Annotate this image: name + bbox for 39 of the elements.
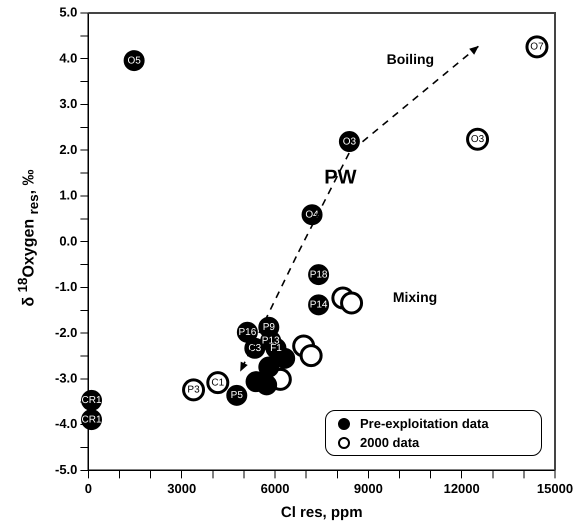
y-tick-label: -2.0 xyxy=(54,324,78,340)
annotation: Mixing xyxy=(392,288,438,305)
y-tick-label: -3.0 xyxy=(54,370,78,386)
x-tick-label: 0 xyxy=(84,480,92,496)
point xyxy=(300,344,323,368)
y-tick-label: 0.0 xyxy=(59,233,78,248)
y-tick-label: 2.0 xyxy=(59,142,78,157)
annotation: C3 xyxy=(248,343,262,354)
annotation: CR1 xyxy=(82,414,102,426)
annotation: O3 xyxy=(470,134,485,145)
legend-label: 2000 data xyxy=(360,435,420,450)
annotation: P9 xyxy=(262,322,276,333)
annotation: O7 xyxy=(530,42,544,53)
x-tick-label: 15000 xyxy=(536,480,574,496)
annotation: O3 xyxy=(342,136,356,148)
y-tick-label: 5.0 xyxy=(59,4,78,20)
annotation: P14 xyxy=(310,300,328,311)
annotation: CR1 xyxy=(82,395,102,406)
y-tick-label: 3.0 xyxy=(59,96,78,112)
annotation: O5 xyxy=(127,55,142,66)
annotation: C1 xyxy=(211,377,225,388)
y-tick-label: -1.0 xyxy=(54,279,78,294)
annotation: P5 xyxy=(230,390,244,402)
y-tick-label: -4.0 xyxy=(54,416,78,432)
annotation: P18 xyxy=(310,269,328,280)
annotation: P3 xyxy=(187,384,200,396)
legend-label: Pre-exploitation data xyxy=(360,416,489,432)
y-tick-label: 1.0 xyxy=(59,188,78,203)
x-tick-label: 3000 xyxy=(167,480,196,496)
x-tick-label: 6000 xyxy=(260,480,290,496)
y-tick-label: -5.0 xyxy=(54,462,78,477)
annotation: Boiling xyxy=(386,50,434,67)
point xyxy=(340,291,364,314)
annotation: P16 xyxy=(238,327,257,338)
x-axis-title: Cl res, ppm xyxy=(280,504,363,522)
annotation: PW xyxy=(324,166,356,190)
x-tick-label: 9000 xyxy=(354,480,383,496)
x-tick-label: 12000 xyxy=(444,480,480,496)
y-tick-label: 4.0 xyxy=(59,50,78,66)
